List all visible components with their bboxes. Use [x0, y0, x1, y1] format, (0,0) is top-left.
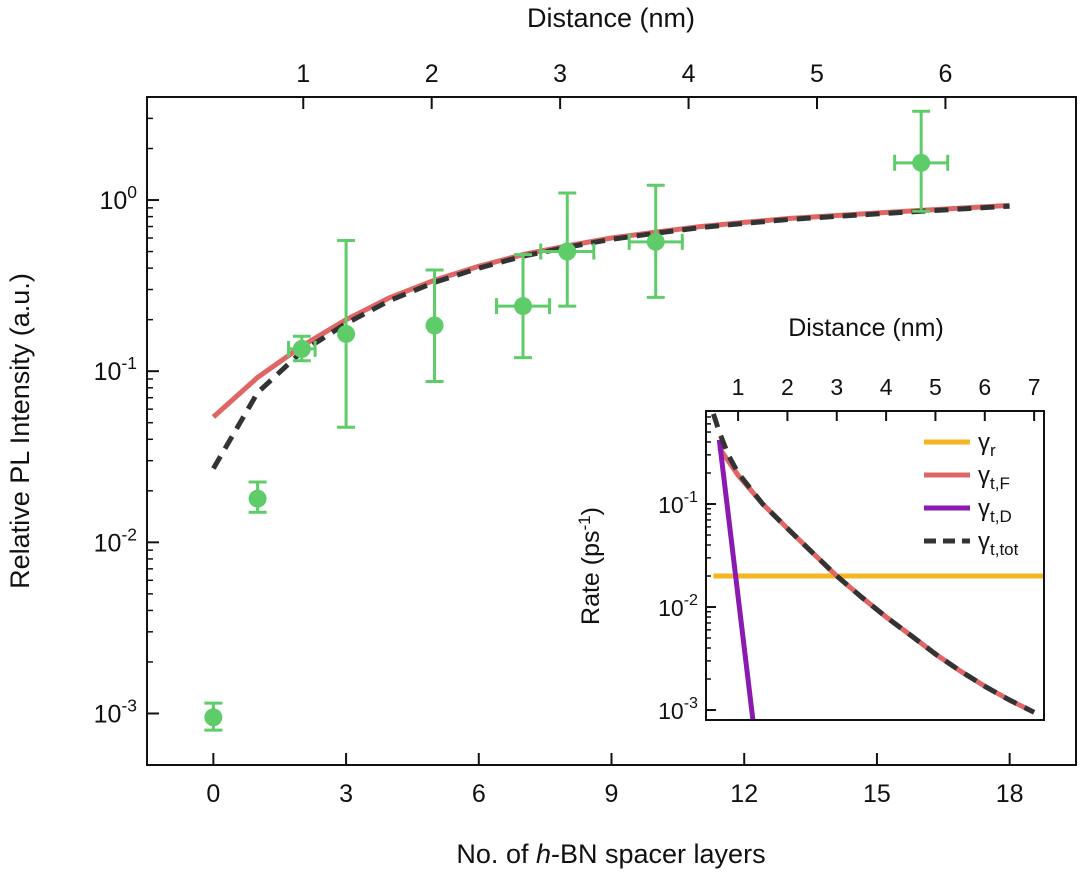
inset-y-title-exp: -1	[575, 515, 594, 530]
inset-y-tick-label-base: 10	[658, 492, 684, 518]
x-tick-label: 3	[339, 780, 353, 808]
x-axis-title-italic: h	[536, 839, 551, 869]
inset-y-axis-title: Rate (ps-1)	[575, 507, 605, 625]
inset-curves	[711, 413, 1044, 721]
data-point	[514, 297, 533, 316]
x-tick-label: 9	[605, 780, 619, 808]
legend-label: γt,D	[978, 495, 1012, 526]
legend-label-sub: t,F	[990, 474, 1010, 493]
inset-top-axis-title: Distance (nm)	[788, 314, 944, 342]
y-tick-label-base: 10	[94, 358, 122, 386]
y-tick-label: 10-1	[94, 353, 137, 386]
top-tick-label: 3	[553, 60, 567, 88]
inset-y-title-main: Rate (ps	[577, 530, 605, 624]
legend-label-main: γ	[978, 462, 990, 489]
inset-y-tick-label: 10-3	[658, 694, 698, 724]
inset-x-tick-label: 3	[830, 374, 843, 400]
inset-y-tick-label-exp: -3	[684, 694, 698, 712]
data-point	[292, 339, 311, 358]
inset-axes-ticks: 1 2 3 4 5 6 710-310-210-1	[658, 374, 1040, 724]
y-tick-label: 100	[99, 182, 137, 215]
y-tick-label-exp: -3	[121, 695, 137, 715]
x-tick-label: 12	[730, 780, 758, 808]
inset-x-tick-label: 2	[781, 374, 794, 400]
y-tick-label-exp: 0	[127, 182, 137, 202]
inset-y-tick-label: 10-1	[658, 488, 698, 518]
data-point	[646, 232, 665, 251]
inset-curve-t-D	[716, 439, 756, 721]
inset-y-tick-label-exp: -1	[684, 488, 698, 506]
legend-label: γt,tot	[978, 528, 1019, 559]
y-tick-label: 10-2	[94, 524, 137, 557]
y-tick-label-base: 10	[94, 529, 122, 557]
data-point	[425, 316, 444, 335]
top-axis-title: Distance (nm)	[527, 3, 695, 33]
x-tick-label: 0	[206, 780, 220, 808]
data-point	[558, 242, 577, 261]
inset-x-tick-label: 7	[1028, 374, 1041, 400]
y-tick-label-exp: -1	[121, 353, 137, 373]
y-axis-title: Relative PL Intensity (a.u.)	[5, 273, 35, 589]
legend-label: γr	[978, 429, 996, 460]
x-tick-label: 15	[863, 780, 891, 808]
inset-y-title-end: )	[577, 507, 605, 515]
inset-x-tick-label: 5	[929, 374, 942, 400]
inset-plot-frame	[705, 410, 1045, 721]
top-tick-label: 4	[682, 60, 696, 88]
top-tick-label: 1	[296, 60, 310, 88]
x-axis-title-prefix: No. of	[456, 839, 536, 869]
legend-label: γt,F	[978, 462, 1010, 493]
y-tick-label-base: 10	[94, 700, 122, 728]
main-curve-dashed	[211, 203, 1010, 470]
y-tick-label: 10-3	[94, 695, 137, 728]
inset-curve-t-tot	[711, 413, 1036, 715]
x-tick-label: 6	[472, 780, 486, 808]
inset-y-tick-label-exp: -2	[684, 591, 698, 609]
inset-x-tick-label: 6	[978, 374, 991, 400]
x-tick-label: 18	[996, 780, 1024, 808]
x-axis-title-suffix: -BN spacer layers	[551, 839, 766, 869]
legend-label-sub: t,D	[990, 507, 1012, 526]
y-tick-label-base: 10	[99, 187, 127, 215]
data-point	[248, 489, 267, 508]
y-tick-label-exp: -2	[121, 524, 137, 544]
inset-plot-background	[706, 411, 1044, 720]
data-point	[337, 324, 356, 343]
legend-label-sub: t,tot	[990, 540, 1019, 559]
inset-x-tick-label: 1	[732, 374, 745, 400]
top-tick-label: 5	[810, 60, 824, 88]
inset-y-tick-label-base: 10	[658, 595, 684, 621]
legend-label-main: γ	[978, 528, 990, 555]
legend-label-main: γ	[978, 429, 990, 456]
legend-label-main: γ	[978, 495, 990, 522]
top-tick-label: 2	[425, 60, 439, 88]
inset-x-tick-label: 4	[880, 374, 893, 400]
inset-y-tick-label-base: 10	[658, 698, 684, 724]
data-point	[912, 153, 931, 172]
legend-label-sub: r	[990, 441, 996, 460]
top-tick-label: 6	[938, 60, 952, 88]
x-axis-title: No. of h-BN spacer layers	[456, 839, 765, 869]
inset-y-tick-label: 10-2	[658, 591, 698, 621]
inset-plot: 1 2 3 4 5 6 710-310-210-1 Distance (nm) Rate (…	[575, 314, 1045, 724]
data-point	[204, 708, 223, 727]
main-data-points	[204, 109, 950, 732]
